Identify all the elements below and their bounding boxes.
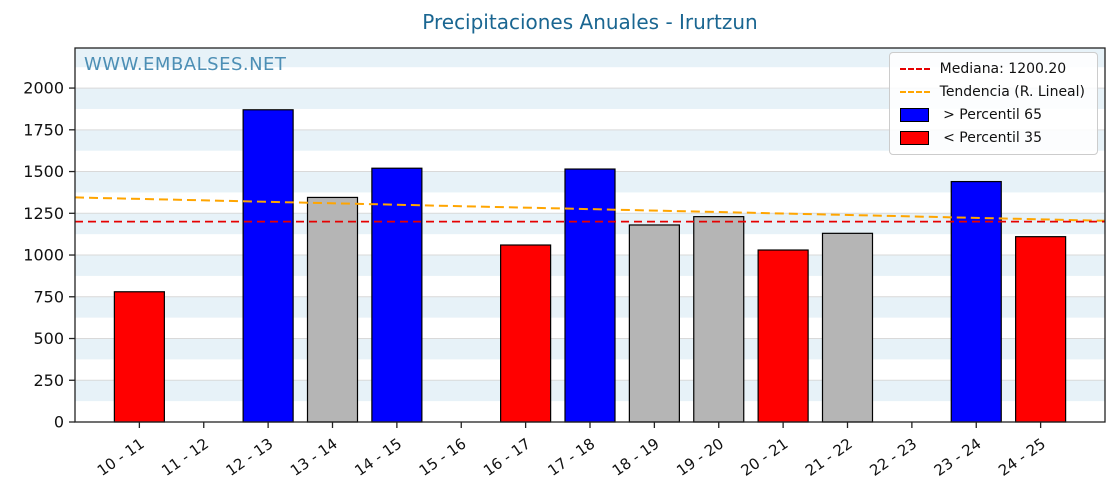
- svg-text:1250: 1250: [23, 204, 64, 223]
- bar-24 - 25: [1015, 236, 1067, 423]
- blue-bar-swatch: [899, 108, 929, 122]
- legend: Mediana: 1200.20 Tendencia (R. Lineal) >…: [888, 52, 1098, 155]
- svg-text:11 - 12: 11 - 12: [158, 435, 212, 480]
- bar-21 - 22: [821, 232, 874, 423]
- svg-text:19 - 20: 19 - 20: [673, 435, 727, 480]
- legend-label-above: > Percentil 65: [938, 107, 1042, 123]
- svg-text:10 - 11: 10 - 11: [94, 435, 148, 480]
- watermark-text: WWW.EMBALSES.NET: [84, 54, 287, 75]
- svg-text:15 - 16: 15 - 16: [416, 435, 470, 480]
- trend-line: [74, 196, 1106, 222]
- svg-text:1000: 1000: [23, 246, 64, 265]
- legend-item-above-percentile: > Percentil 65: [899, 107, 1085, 123]
- svg-text:12 - 13: 12 - 13: [223, 435, 277, 480]
- bar-16 - 17: [500, 244, 552, 423]
- svg-text:250: 250: [33, 371, 64, 390]
- svg-text:13 - 14: 13 - 14: [287, 435, 341, 480]
- legend-label-below: < Percentil 35: [938, 130, 1042, 146]
- svg-text:22 - 23: 22 - 23: [866, 435, 920, 480]
- svg-text:750: 750: [33, 287, 64, 306]
- red-bar-swatch: [899, 131, 929, 145]
- bar-18 - 19: [628, 224, 680, 423]
- svg-text:18 - 19: 18 - 19: [609, 435, 663, 480]
- legend-item-below-percentile: < Percentil 35: [899, 130, 1085, 146]
- svg-text:1750: 1750: [23, 120, 64, 139]
- bar-13 - 14: [306, 196, 359, 423]
- svg-text:14 - 15: 14 - 15: [351, 435, 405, 480]
- svg-text:17 - 18: 17 - 18: [544, 435, 598, 480]
- svg-text:24 - 25: 24 - 25: [995, 435, 1049, 480]
- svg-text:1500: 1500: [23, 162, 64, 181]
- bar-20 - 21: [757, 249, 809, 423]
- bar-19 - 20: [693, 216, 745, 423]
- svg-text:20 - 21: 20 - 21: [738, 435, 792, 480]
- bar-14 - 15: [371, 167, 423, 423]
- svg-text:500: 500: [33, 329, 64, 348]
- svg-text:0: 0: [54, 413, 64, 432]
- svg-text:21 - 22: 21 - 22: [802, 435, 856, 480]
- svg-text:2000: 2000: [23, 79, 64, 98]
- legend-label-trend: Tendencia (R. Lineal): [939, 84, 1085, 100]
- legend-item-trend: Tendencia (R. Lineal): [899, 84, 1085, 100]
- svg-text:16 - 17: 16 - 17: [480, 435, 534, 480]
- page-title: Precipitaciones Anuales - Irurtzun: [422, 10, 758, 34]
- legend-item-median: Mediana: 1200.20: [899, 61, 1085, 77]
- bar-10 - 11: [113, 291, 165, 423]
- bar-12 - 13: [242, 109, 294, 423]
- svg-text:23 - 24: 23 - 24: [931, 435, 985, 480]
- median-dashed-line-swatch: [899, 68, 930, 70]
- trend-dashed-line-swatch: [899, 91, 930, 93]
- bar-17 - 18: [564, 168, 616, 423]
- legend-label-median: Mediana: 1200.20: [939, 61, 1067, 77]
